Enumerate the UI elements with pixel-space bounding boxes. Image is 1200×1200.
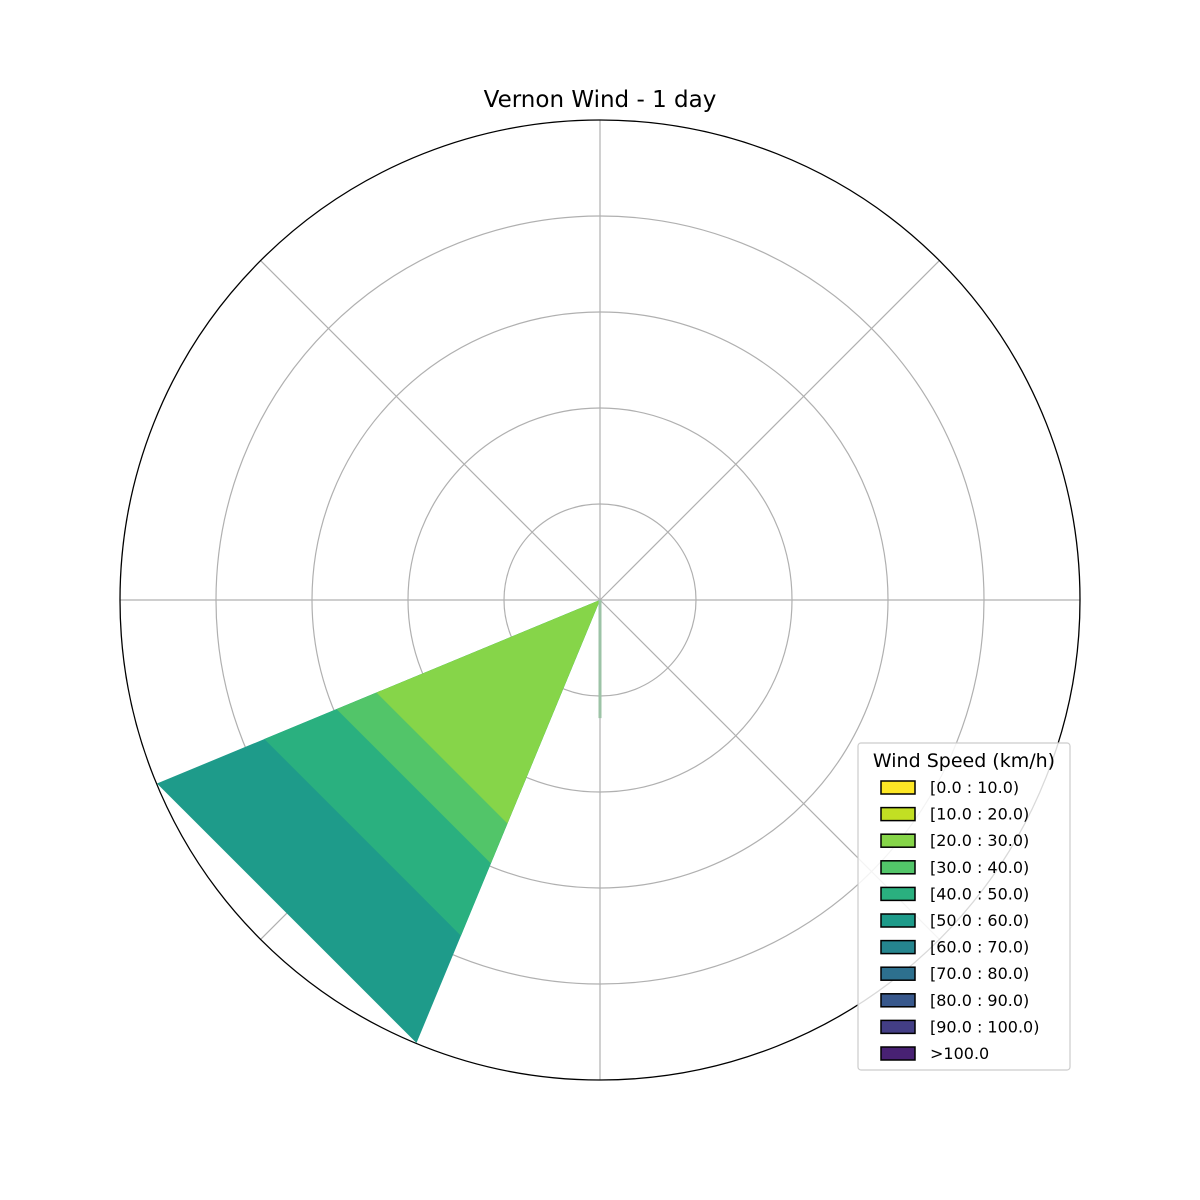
legend-swatch-7 xyxy=(880,966,916,981)
legend-label-2: [20.0 : 30.0) xyxy=(930,831,1029,850)
legend-box xyxy=(857,742,1071,1071)
chart-title: Vernon Wind - 1 day xyxy=(484,87,717,113)
polar-outline xyxy=(119,119,1081,1081)
legend-label-1: [10.0 : 20.0) xyxy=(930,805,1029,824)
legend-label-10: >100.0 xyxy=(930,1044,989,1063)
legend-swatch-8 xyxy=(880,993,916,1008)
legend-swatch-9 xyxy=(880,1019,916,1035)
legend-title: Wind Speed (km/h) xyxy=(873,750,1055,772)
legend-label-5: [50.0 : 60.0) xyxy=(930,911,1029,930)
legend-label-7: [70.0 : 80.0) xyxy=(930,964,1029,983)
legend-label-8: [80.0 : 90.0) xyxy=(930,991,1029,1010)
legend-swatch-1 xyxy=(880,806,916,822)
legend-swatch-3 xyxy=(880,860,916,875)
grid-spoke-315 xyxy=(260,260,601,601)
legend-label-9: [90.0 : 100.0) xyxy=(930,1017,1039,1036)
legend-label-3: [30.0 : 40.0) xyxy=(930,858,1029,877)
legend-swatch-6 xyxy=(880,939,916,955)
sector-225-bin-0 xyxy=(376,600,600,824)
legend-swatch-0 xyxy=(880,780,916,795)
grid-spoke-45 xyxy=(599,260,940,601)
legend-label-4: [40.0 : 50.0) xyxy=(930,884,1029,903)
wind-sectors xyxy=(156,600,602,1044)
legend-swatch-5 xyxy=(880,913,916,928)
legend: Wind Speed (km/h) [0.0 : 10.0) [10.0 : 20.… xyxy=(857,742,1071,1071)
legend-label-6: [60.0 : 70.0) xyxy=(930,938,1029,957)
legend-swatch-10 xyxy=(880,1046,916,1061)
legend-swatch-2 xyxy=(880,833,916,848)
legend-swatch-4 xyxy=(880,886,916,902)
legend-label-0: [0.0 : 10.0) xyxy=(930,778,1019,797)
